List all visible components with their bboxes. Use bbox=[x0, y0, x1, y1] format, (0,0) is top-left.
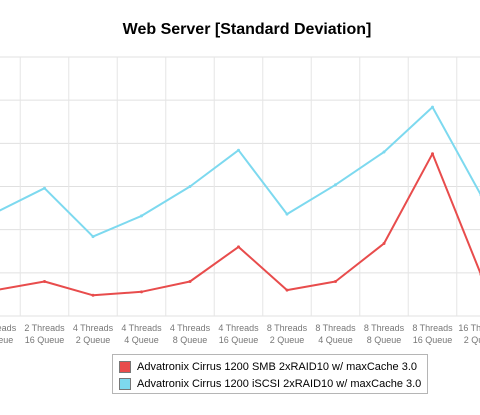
x-tick-label: 8 Threads 16 Queue bbox=[412, 323, 453, 345]
x-tick-label: 4 Threads 2 Queue bbox=[73, 323, 114, 345]
data-point-1-5[interactable] bbox=[237, 148, 240, 152]
data-point-1-6[interactable] bbox=[285, 212, 289, 216]
legend-swatch-iscsi bbox=[119, 378, 131, 390]
legend-label-iscsi: Advatronix Cirrus 1200 iSCSI 2xRAID10 w/… bbox=[137, 378, 422, 390]
legend-label-smb: Advatronix Cirrus 1200 SMB 2xRAID10 w/ m… bbox=[137, 361, 418, 373]
chart-title: Web Server [Standard Deviation] bbox=[123, 21, 372, 38]
legend-item-smb[interactable]: Advatronix Cirrus 1200 SMB 2xRAID10 w/ m… bbox=[119, 360, 417, 374]
legend: Advatronix Cirrus 1200 SMB 2xRAID10 w/ m… bbox=[112, 354, 428, 394]
data-point-1-2[interactable] bbox=[91, 235, 95, 239]
x-tick-label: 8 Threads 4 Queue bbox=[315, 323, 356, 345]
data-point-0-8[interactable] bbox=[382, 241, 386, 245]
data-point-1-3[interactable] bbox=[140, 214, 143, 218]
x-tick-label: 4 Threads 4 Queue bbox=[121, 323, 162, 345]
data-point-0-5[interactable] bbox=[237, 245, 240, 249]
data-point-0-7[interactable] bbox=[334, 279, 337, 283]
data-point-1-9[interactable] bbox=[431, 105, 434, 109]
data-point-1-8[interactable] bbox=[382, 150, 386, 154]
data-point-1-4[interactable] bbox=[188, 185, 192, 188]
data-point-0-1[interactable] bbox=[43, 279, 46, 283]
data-point-0-9[interactable] bbox=[431, 152, 434, 156]
legend-item-iscsi[interactable]: Advatronix Cirrus 1200 iSCSI 2xRAID10 w/… bbox=[119, 377, 421, 391]
data-point-0-4[interactable] bbox=[188, 279, 192, 283]
data-point-0-2[interactable] bbox=[91, 293, 95, 297]
series-layer bbox=[0, 105, 480, 297]
x-tick-label: 2 Threads 16 Queue bbox=[24, 323, 65, 345]
x-tick-label: 4 Threads 16 Queue bbox=[218, 323, 259, 345]
x-tick-label: 4 Threads 8 Queue bbox=[170, 323, 211, 345]
x-tick-label: 8 Threads 2 Queue bbox=[267, 323, 308, 345]
data-point-1-1[interactable] bbox=[43, 186, 46, 190]
data-point-0-3[interactable] bbox=[140, 290, 143, 294]
x-tick-label: 8 Threads 8 Queue bbox=[364, 323, 405, 345]
data-point-0-6[interactable] bbox=[285, 288, 289, 292]
legend-swatch-smb bbox=[119, 361, 131, 373]
grid-layer bbox=[0, 56, 480, 317]
data-point-1-7[interactable] bbox=[334, 183, 337, 187]
